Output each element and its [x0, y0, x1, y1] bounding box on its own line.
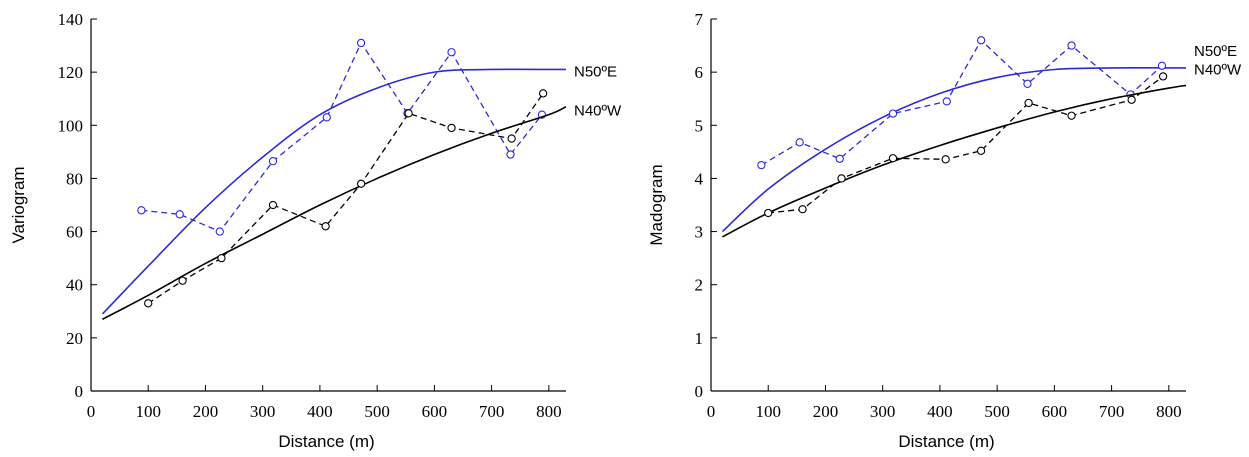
data-point	[764, 208, 773, 218]
data-point	[1067, 111, 1076, 120]
x-axis-label: Distance (m)	[898, 432, 994, 451]
y-tick-label: 1	[695, 329, 704, 348]
model-curve	[722, 84, 1187, 238]
y-tick-label: 40	[66, 276, 83, 295]
y-tick-label: 100	[58, 116, 84, 135]
data-point	[507, 134, 516, 143]
x-tick-label: 700	[479, 402, 505, 421]
y-tick-label: 60	[66, 223, 83, 242]
series-label: N50ºE	[574, 63, 617, 80]
x-tick-label: 400	[927, 402, 953, 421]
data-point	[1158, 72, 1168, 81]
data-point	[322, 113, 331, 122]
x-tick-label: 700	[1099, 402, 1125, 421]
data-point	[137, 206, 146, 215]
data-point	[941, 155, 950, 164]
experimental-line	[147, 93, 544, 304]
data-point	[837, 174, 846, 183]
data-point	[1157, 61, 1167, 70]
data-point	[356, 38, 366, 48]
data-point	[835, 154, 844, 163]
series-label: N40ºW	[1194, 61, 1242, 78]
x-tick-label: 0	[707, 402, 716, 421]
data-point	[1127, 95, 1136, 104]
y-tick-label: 20	[66, 329, 83, 348]
x-tick-label: 300	[250, 402, 276, 421]
x-tick-label: 200	[813, 402, 839, 421]
y-tick-label: 0	[75, 382, 84, 401]
data-point	[321, 222, 330, 231]
madogram-chart: 0 1 2 3 4 5 6 7 0 100 200 300 400 500 600 700 800 Distanc…	[647, 10, 1242, 451]
series-label: N40ºW	[574, 103, 622, 120]
data-point	[175, 210, 184, 219]
y-tick-label: 140	[58, 10, 84, 29]
y-tick-label: 2	[695, 276, 704, 295]
x-tick-label: 100	[135, 402, 161, 421]
x-tick-label: 500	[984, 402, 1010, 421]
data-point	[1067, 41, 1076, 50]
series-n50e: N50ºE	[101, 38, 617, 315]
x-tick-label: 600	[422, 402, 448, 421]
y-tick-label: 3	[695, 223, 704, 242]
data-point	[356, 179, 366, 188]
data-point	[404, 109, 413, 118]
data-point	[178, 276, 187, 285]
data-point	[1023, 79, 1032, 88]
data-point	[1024, 98, 1033, 108]
data-point	[447, 123, 456, 133]
y-tick-label: 5	[695, 116, 704, 135]
series-label: N50ºE	[1194, 43, 1237, 60]
x-axis-label: Distance (m)	[278, 432, 374, 451]
data-point	[538, 89, 548, 98]
data-point	[215, 227, 224, 236]
data-point	[888, 154, 898, 163]
data-point	[217, 253, 226, 263]
y-tick-label: 80	[66, 169, 83, 188]
data-point	[506, 150, 515, 159]
x-tick-label: 100	[755, 402, 781, 421]
experimental-line	[768, 75, 1164, 214]
data-point	[795, 138, 804, 147]
x-tick-label: 600	[1042, 402, 1068, 421]
x-tick-label: 200	[193, 402, 219, 421]
data-point	[268, 200, 278, 210]
data-point	[447, 48, 456, 57]
experimental-line	[761, 39, 1163, 166]
data-point	[888, 109, 898, 118]
data-point	[976, 146, 986, 155]
experimental-line	[141, 41, 543, 233]
variogram-chart: 0 20 40 60 80 100 120 140 0 100 200 300 400 500 600 700…	[9, 10, 622, 451]
y-tick-label: 4	[695, 169, 704, 188]
data-point	[268, 157, 278, 166]
y-tick-label: 120	[58, 63, 84, 82]
data-point	[976, 36, 986, 45]
x-tick-label: 300	[870, 402, 896, 421]
model-curve	[102, 105, 567, 320]
data-point	[757, 160, 766, 170]
data-point	[798, 205, 807, 214]
data-point	[144, 299, 153, 308]
x-tick-label: 500	[364, 402, 390, 421]
model-curve	[101, 68, 566, 315]
data-point	[942, 97, 951, 106]
y-tick-label: 7	[695, 10, 704, 29]
x-tick-label: 800	[1156, 402, 1182, 421]
x-tick-label: 400	[307, 402, 333, 421]
y-axis-label: Variogram	[9, 166, 28, 243]
y-tick-label: 0	[695, 382, 704, 401]
series-n40w: N40ºW	[722, 61, 1242, 238]
x-tick-label: 0	[87, 402, 96, 421]
series-n40w: N40ºW	[102, 89, 622, 320]
series-n50e: N50ºE	[721, 36, 1237, 233]
y-axis-label: Madogram	[647, 164, 666, 245]
x-tick-label: 800	[536, 402, 562, 421]
model-curve	[721, 66, 1186, 233]
y-tick-label: 6	[695, 63, 704, 82]
